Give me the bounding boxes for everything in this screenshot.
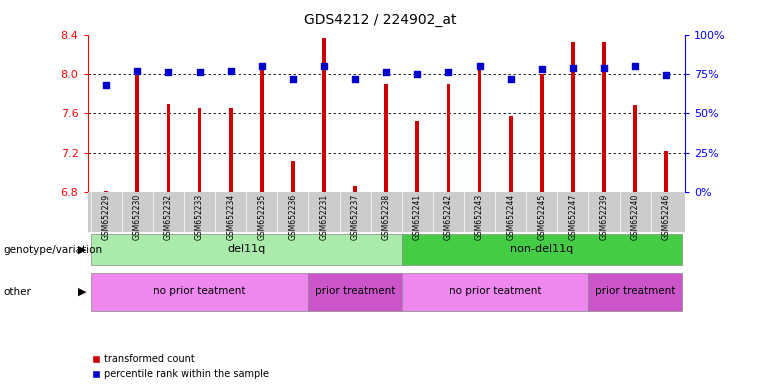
Point	[193, 69, 205, 75]
Point	[629, 63, 642, 69]
Text: GSM652245: GSM652245	[537, 194, 546, 240]
Bar	[664, 151, 668, 192]
Point	[380, 69, 393, 75]
Point	[100, 82, 113, 88]
Bar	[91, 273, 308, 311]
Text: GSM652242: GSM652242	[444, 194, 453, 240]
Bar	[588, 273, 682, 311]
Text: GSM652232: GSM652232	[164, 194, 173, 240]
Text: GDS4212 / 224902_at: GDS4212 / 224902_at	[304, 13, 457, 27]
Point	[224, 68, 237, 74]
Text: GSM652239: GSM652239	[600, 194, 609, 240]
Bar	[198, 108, 202, 192]
Text: GSM652233: GSM652233	[195, 194, 204, 240]
Text: GSM652240: GSM652240	[631, 194, 639, 240]
Point	[162, 69, 174, 75]
Point	[411, 71, 423, 77]
Point	[660, 73, 672, 79]
Text: GSM652238: GSM652238	[382, 194, 390, 240]
Text: non-del11q: non-del11q	[510, 244, 573, 254]
Bar	[91, 234, 402, 265]
Bar	[322, 38, 326, 192]
Point	[131, 68, 143, 74]
Text: prior treatment: prior treatment	[315, 286, 395, 296]
Text: GSM652229: GSM652229	[102, 194, 110, 240]
Bar	[478, 70, 482, 192]
Bar	[135, 74, 139, 192]
Point	[349, 76, 361, 82]
Point	[567, 65, 579, 71]
Point	[256, 63, 268, 69]
Text: GSM652237: GSM652237	[351, 194, 360, 240]
Bar	[633, 105, 637, 192]
Text: GSM652247: GSM652247	[568, 194, 578, 240]
Legend: transformed count, percentile rank within the sample: transformed count, percentile rank withi…	[92, 354, 269, 379]
Bar	[260, 69, 263, 192]
Bar	[229, 108, 233, 192]
Text: no prior teatment: no prior teatment	[449, 286, 541, 296]
Bar	[353, 186, 357, 192]
Bar	[447, 84, 451, 192]
Text: GSM652243: GSM652243	[475, 194, 484, 240]
Bar	[104, 191, 108, 192]
Text: other: other	[4, 287, 32, 297]
Bar	[402, 234, 682, 265]
Point	[442, 69, 454, 75]
Point	[287, 76, 299, 82]
Bar	[167, 104, 170, 192]
Text: no prior teatment: no prior teatment	[153, 286, 246, 296]
Text: GSM652246: GSM652246	[662, 194, 670, 240]
Bar	[540, 74, 543, 192]
Bar	[402, 273, 588, 311]
Text: GSM652236: GSM652236	[288, 194, 298, 240]
Text: ▶: ▶	[78, 287, 87, 297]
Point	[505, 76, 517, 82]
Text: GSM652235: GSM652235	[257, 194, 266, 240]
Bar	[571, 42, 575, 192]
Point	[473, 63, 486, 69]
Point	[536, 66, 548, 72]
Text: genotype/variation: genotype/variation	[4, 245, 103, 255]
Bar	[291, 161, 295, 192]
Text: GSM652241: GSM652241	[412, 194, 422, 240]
Point	[318, 63, 330, 69]
Text: GSM652244: GSM652244	[506, 194, 515, 240]
Text: GSM652230: GSM652230	[133, 194, 142, 240]
Text: prior treatment: prior treatment	[595, 286, 675, 296]
Text: GSM652231: GSM652231	[320, 194, 329, 240]
Bar	[308, 273, 402, 311]
Text: del11q: del11q	[227, 244, 266, 254]
Point	[598, 65, 610, 71]
Text: ▶: ▶	[78, 245, 87, 255]
Text: GSM652234: GSM652234	[226, 194, 235, 240]
Bar	[384, 84, 388, 192]
Bar	[509, 116, 512, 192]
Bar	[602, 42, 606, 192]
Bar	[416, 121, 419, 192]
